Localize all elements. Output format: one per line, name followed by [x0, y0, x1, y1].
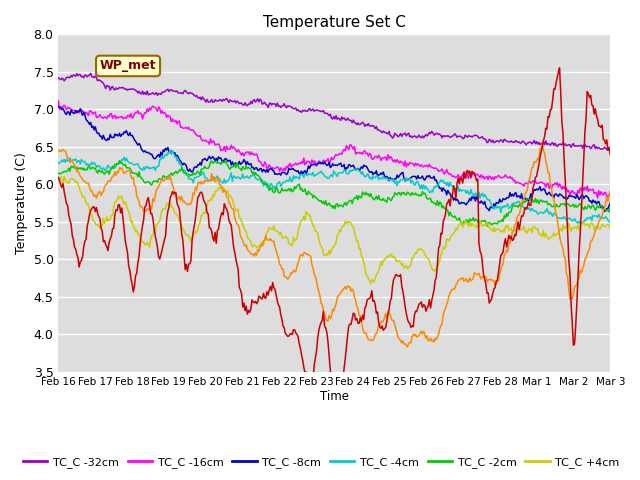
Legend: TC_C +8cm, TC_C +12cm: TC_C +8cm, TC_C +12cm — [19, 476, 232, 480]
Legend: TC_C -32cm, TC_C -16cm, TC_C -8cm, TC_C -4cm, TC_C -2cm, TC_C +4cm: TC_C -32cm, TC_C -16cm, TC_C -8cm, TC_C … — [19, 452, 624, 472]
Y-axis label: Temperature (C): Temperature (C) — [15, 152, 28, 254]
X-axis label: Time: Time — [320, 390, 349, 403]
Title: Temperature Set C: Temperature Set C — [263, 15, 406, 30]
Text: WP_met: WP_met — [100, 60, 156, 72]
